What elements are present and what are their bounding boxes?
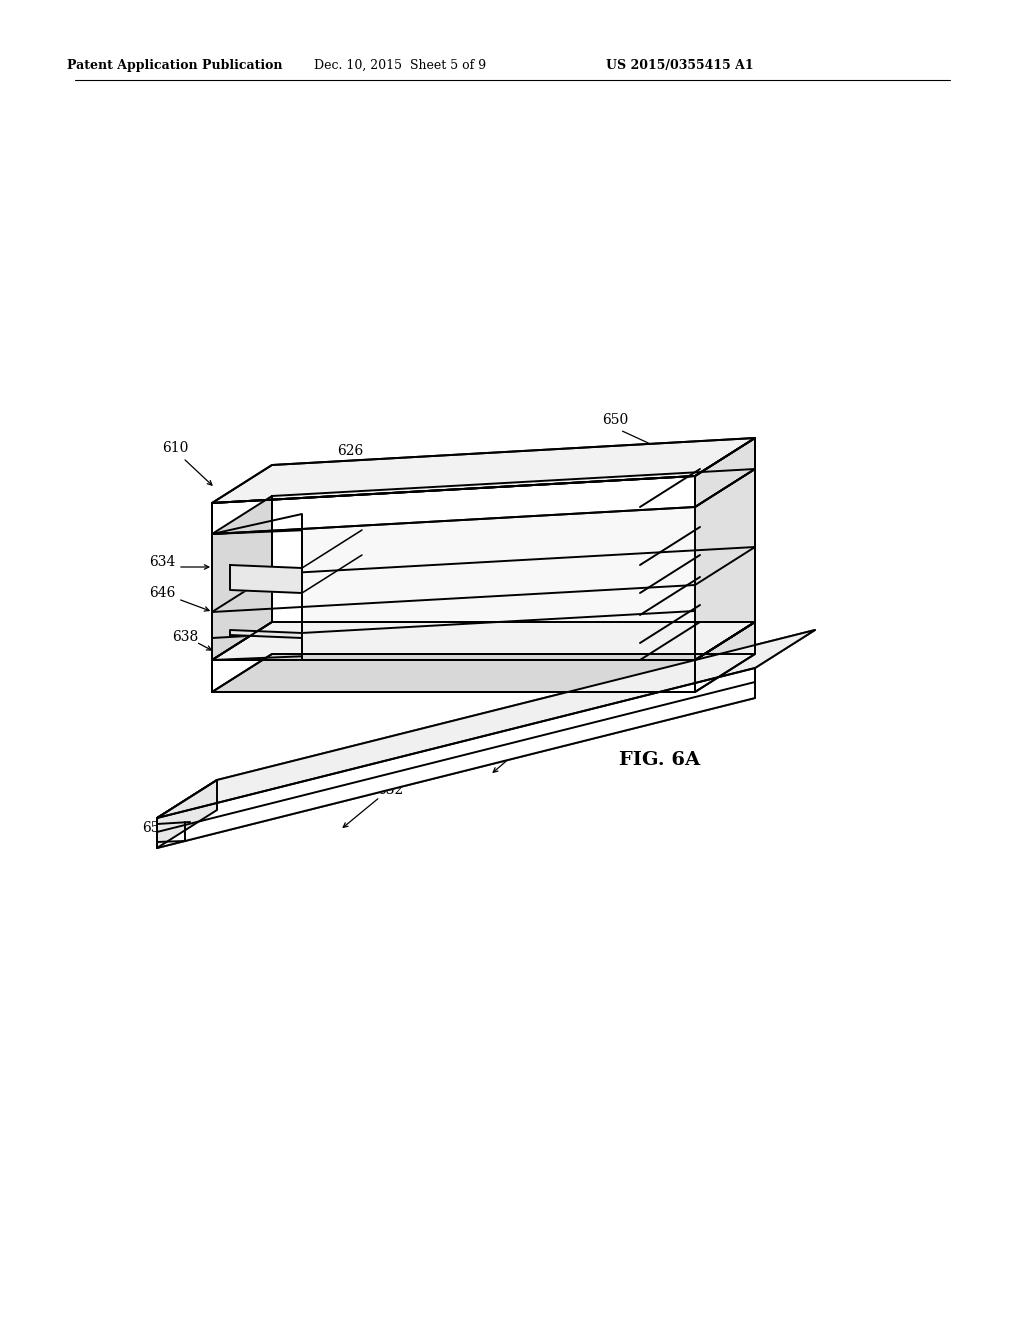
- Text: 630: 630: [519, 731, 545, 744]
- Polygon shape: [157, 780, 217, 847]
- Polygon shape: [212, 513, 302, 660]
- Polygon shape: [695, 622, 755, 692]
- Polygon shape: [212, 622, 755, 660]
- Text: 646: 646: [148, 586, 175, 601]
- Polygon shape: [272, 469, 755, 622]
- Text: Dec. 10, 2015  Sheet 5 of 9: Dec. 10, 2015 Sheet 5 of 9: [314, 58, 486, 71]
- Polygon shape: [157, 780, 217, 847]
- Polygon shape: [212, 477, 695, 535]
- Polygon shape: [212, 496, 272, 660]
- Text: Patent Application Publication: Patent Application Publication: [68, 58, 283, 71]
- Polygon shape: [157, 630, 815, 818]
- Text: 634: 634: [148, 554, 175, 569]
- Text: 640: 640: [707, 483, 733, 498]
- Polygon shape: [230, 630, 302, 638]
- Polygon shape: [212, 438, 755, 503]
- Polygon shape: [230, 565, 302, 593]
- Text: 644: 644: [689, 673, 715, 686]
- Text: 626: 626: [337, 444, 364, 458]
- Polygon shape: [212, 531, 302, 660]
- Polygon shape: [695, 469, 755, 660]
- Text: US 2015/0355415 A1: US 2015/0355415 A1: [606, 58, 754, 71]
- Text: 648: 648: [707, 589, 733, 603]
- Polygon shape: [212, 660, 695, 692]
- Text: 610: 610: [162, 441, 188, 455]
- Polygon shape: [212, 653, 755, 692]
- Polygon shape: [157, 668, 755, 847]
- Text: FIG. 6A: FIG. 6A: [620, 751, 700, 770]
- Polygon shape: [695, 438, 755, 507]
- Text: 650: 650: [602, 413, 628, 426]
- Text: 632: 632: [377, 783, 403, 797]
- Polygon shape: [157, 630, 815, 818]
- Text: 636: 636: [707, 549, 733, 564]
- Text: 652: 652: [142, 821, 168, 836]
- Polygon shape: [157, 668, 755, 847]
- Text: 638: 638: [172, 630, 198, 644]
